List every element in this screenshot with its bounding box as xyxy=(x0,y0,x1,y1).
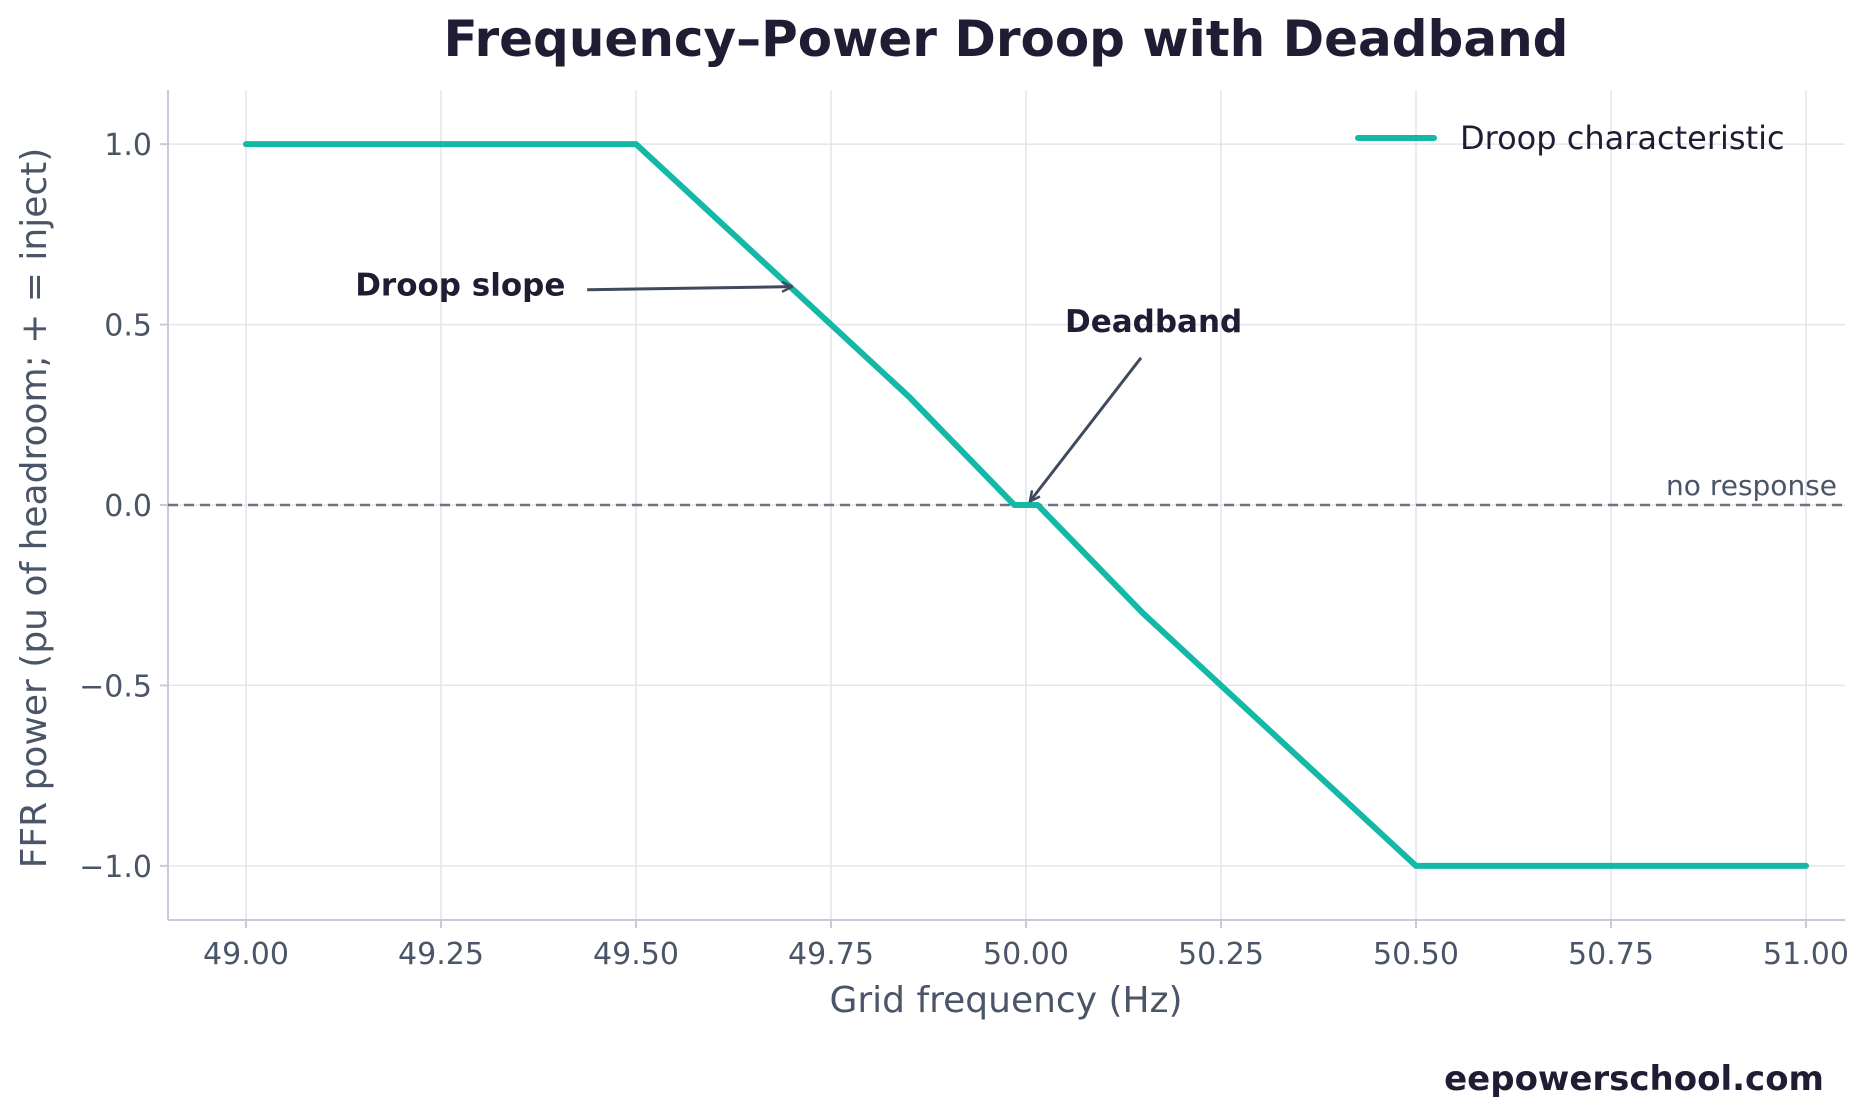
x-tick-label: 51.00 xyxy=(1763,937,1849,972)
chart-title: Frequency–Power Droop with Deadband xyxy=(444,10,1569,68)
deadband-annotation: Deadband xyxy=(1065,304,1242,340)
x-axis-label: Grid frequency (Hz) xyxy=(829,980,1182,1021)
y-axis-label: FFR power (pu of headroom; + = inject) xyxy=(14,148,55,869)
axes: 49.00 49.25 49.50 49.75 50.00 50.25 50.50 50.75… xyxy=(79,90,1849,972)
reference-line-group: no response xyxy=(168,469,1845,507)
y-tick-label: 0.0 xyxy=(104,489,152,524)
x-tick-label: 49.75 xyxy=(788,937,874,972)
watermark: eepowerschool.com xyxy=(1444,1059,1824,1099)
legend-label: Droop characteristic xyxy=(1460,119,1785,157)
x-tick-label: 50.75 xyxy=(1568,937,1654,972)
x-tick-label: 49.00 xyxy=(203,937,289,972)
annotations: Droop slope Deadband xyxy=(355,268,1242,502)
deadband-arrow xyxy=(1030,356,1143,502)
y-tick-label: −1.0 xyxy=(79,850,152,885)
x-tick-label: 49.50 xyxy=(593,937,679,972)
legend: Droop characteristic xyxy=(1355,119,1785,157)
droop-slope-arrow xyxy=(587,287,792,290)
x-tick-label: 50.25 xyxy=(1178,937,1264,972)
droop-characteristic-line xyxy=(243,141,1809,869)
x-tick-label: 50.50 xyxy=(1373,937,1459,972)
x-tick-label: 50.00 xyxy=(983,937,1069,972)
y-tick-label: −0.5 xyxy=(79,669,152,704)
series-group xyxy=(243,141,1809,869)
y-tick-label: 1.0 xyxy=(104,128,152,163)
no-response-label: no response xyxy=(1666,469,1837,502)
x-tick-label: 49.25 xyxy=(398,937,484,972)
droop-slope-annotation: Droop slope xyxy=(355,268,565,304)
y-tick-label: 0.5 xyxy=(104,309,152,344)
